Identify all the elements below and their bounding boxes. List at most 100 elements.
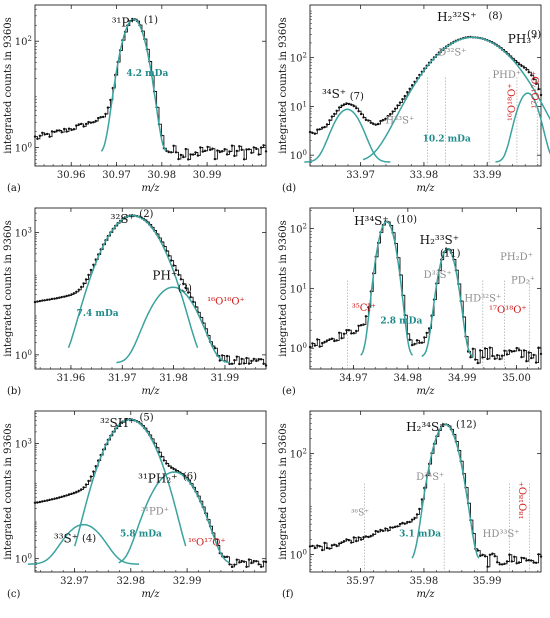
y-tick-label: 102 — [290, 448, 307, 461]
data-point — [513, 556, 515, 558]
data-point — [36, 501, 38, 503]
data-point — [331, 115, 333, 117]
panel-label: (b) — [7, 386, 21, 397]
data-point — [80, 123, 82, 125]
data-point — [494, 358, 496, 360]
data-point — [44, 133, 46, 135]
data-point — [394, 526, 396, 528]
peak-label: (3) — [178, 283, 192, 294]
data-point — [511, 350, 513, 352]
data-point — [350, 332, 352, 334]
data-point — [338, 332, 340, 334]
data-point — [70, 493, 72, 495]
data-point — [78, 490, 80, 492]
x-tick-label: 32.97 — [60, 576, 89, 587]
data-point — [362, 536, 364, 538]
x-tick-label: 33.97 — [346, 170, 375, 181]
data-point — [503, 563, 505, 565]
data-point — [58, 496, 60, 498]
data-point — [525, 559, 527, 561]
data-point — [528, 559, 530, 561]
x-tick-label: 30.98 — [148, 170, 177, 181]
data-point — [245, 357, 247, 359]
peak-label: ³⁶S⁺ — [351, 508, 369, 518]
data-point — [353, 105, 355, 107]
y-tick-base: 10 — [290, 54, 303, 65]
data-point — [506, 560, 508, 562]
x-axis-label: m/z — [141, 183, 160, 194]
data-point — [474, 358, 476, 360]
data-point — [394, 108, 396, 110]
data-point — [172, 264, 174, 266]
panel-label: (a) — [7, 183, 21, 194]
data-point — [360, 538, 362, 540]
fwhm-label: 4.2 mDa — [126, 69, 168, 79]
y-tick-exponent: 2 — [303, 223, 307, 231]
y-tick-label: 101 — [290, 100, 307, 113]
data-point — [238, 363, 240, 365]
data-point — [78, 123, 80, 125]
data-point — [336, 110, 338, 112]
data-point — [479, 349, 481, 351]
data-point — [348, 103, 350, 105]
peak-label: (7) — [350, 91, 364, 102]
y-tick-base: 10 — [15, 144, 28, 155]
data-point — [379, 529, 381, 531]
data-point — [365, 535, 367, 537]
data-point — [44, 299, 46, 301]
data-point — [48, 136, 50, 138]
data-point — [46, 133, 48, 135]
data-point — [73, 292, 75, 294]
data-point — [501, 355, 503, 357]
x-axis-label: m/z — [416, 386, 435, 397]
data-point — [523, 349, 525, 351]
data-point — [530, 559, 532, 561]
x-tick-label: 35.99 — [473, 576, 502, 587]
data-point — [241, 149, 243, 151]
data-point — [58, 297, 60, 299]
data-point — [316, 338, 318, 340]
peak-label: H³⁴S⁺ — [354, 214, 389, 228]
data-point — [192, 153, 194, 155]
data-point — [513, 350, 515, 352]
data-point — [491, 355, 493, 357]
data-point — [472, 348, 474, 350]
data-point — [525, 68, 527, 70]
x-axis-label: m/z — [141, 589, 160, 600]
fwhm-label: 10.2 mDa — [423, 135, 471, 145]
data-point — [231, 145, 233, 147]
data-point — [61, 296, 63, 298]
data-point — [34, 301, 36, 303]
data-point — [34, 135, 36, 137]
data-point — [87, 121, 89, 123]
data-point — [51, 130, 53, 132]
peak-label: (4) — [82, 534, 96, 545]
data-point — [392, 110, 394, 112]
data-point — [338, 542, 340, 544]
data-point — [486, 358, 488, 360]
peak-label: ³¹PD⁺ — [141, 507, 169, 518]
data-point — [65, 295, 67, 297]
data-point — [214, 158, 216, 160]
data-point — [387, 529, 389, 531]
data-point — [479, 555, 481, 557]
fit-curve — [304, 109, 390, 162]
data-point — [484, 347, 486, 349]
data-point — [204, 150, 206, 152]
panel-label: (e) — [282, 386, 296, 397]
data-point — [382, 530, 384, 532]
y-tick-exponent: 1 — [303, 282, 307, 290]
data-point — [262, 144, 264, 146]
data-point — [399, 101, 401, 103]
data-point — [319, 128, 321, 130]
data-point — [97, 117, 99, 119]
data-point — [206, 146, 208, 148]
data-point — [80, 286, 82, 288]
data-point — [533, 561, 535, 563]
data-point — [53, 498, 55, 500]
data-point — [518, 63, 520, 65]
data-point — [46, 299, 48, 301]
data-point — [90, 475, 92, 477]
data-point — [309, 131, 311, 133]
